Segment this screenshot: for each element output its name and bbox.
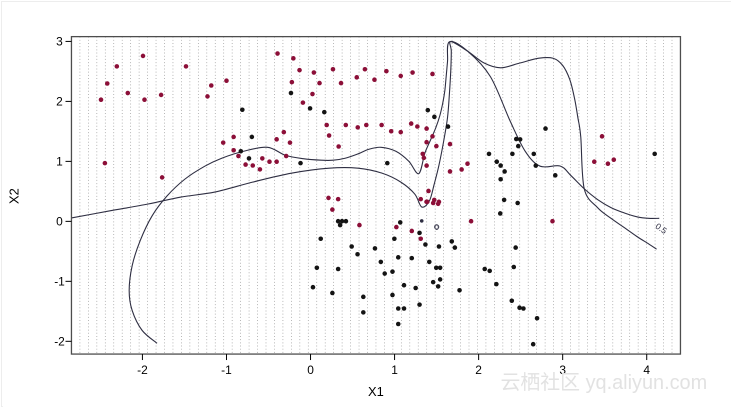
svg-text:云栖社区 yq.aliyun.com: 云栖社区 yq.aliyun.com [500, 371, 707, 394]
svg-text:1: 1 [391, 363, 398, 377]
svg-text:-2: -2 [137, 363, 148, 377]
svg-text:2: 2 [56, 94, 63, 108]
svg-text:0: 0 [435, 223, 439, 232]
svg-text:2: 2 [475, 363, 482, 377]
svg-text:-2: -2 [54, 334, 65, 348]
svg-text:3: 3 [56, 34, 63, 48]
svg-text:0: 0 [56, 214, 63, 228]
svg-text:-1: -1 [221, 363, 232, 377]
svg-text:1: 1 [56, 154, 63, 168]
svg-text:X2: X2 [7, 188, 22, 204]
svg-text:0: 0 [307, 363, 314, 377]
svg-text:-1: -1 [54, 274, 65, 288]
svg-text:X1: X1 [368, 384, 384, 399]
